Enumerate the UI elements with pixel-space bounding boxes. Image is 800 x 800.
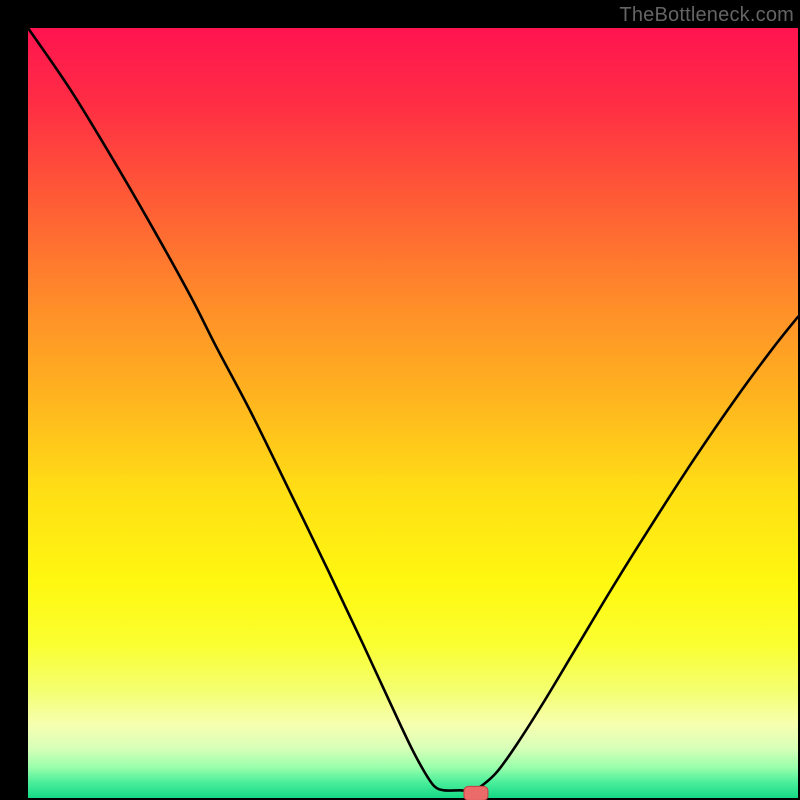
optimal-point-marker — [464, 786, 489, 800]
bottleneck-chart-plot — [28, 28, 798, 798]
bottleneck-curve — [28, 28, 798, 798]
watermark-text: TheBottleneck.com — [619, 4, 794, 27]
